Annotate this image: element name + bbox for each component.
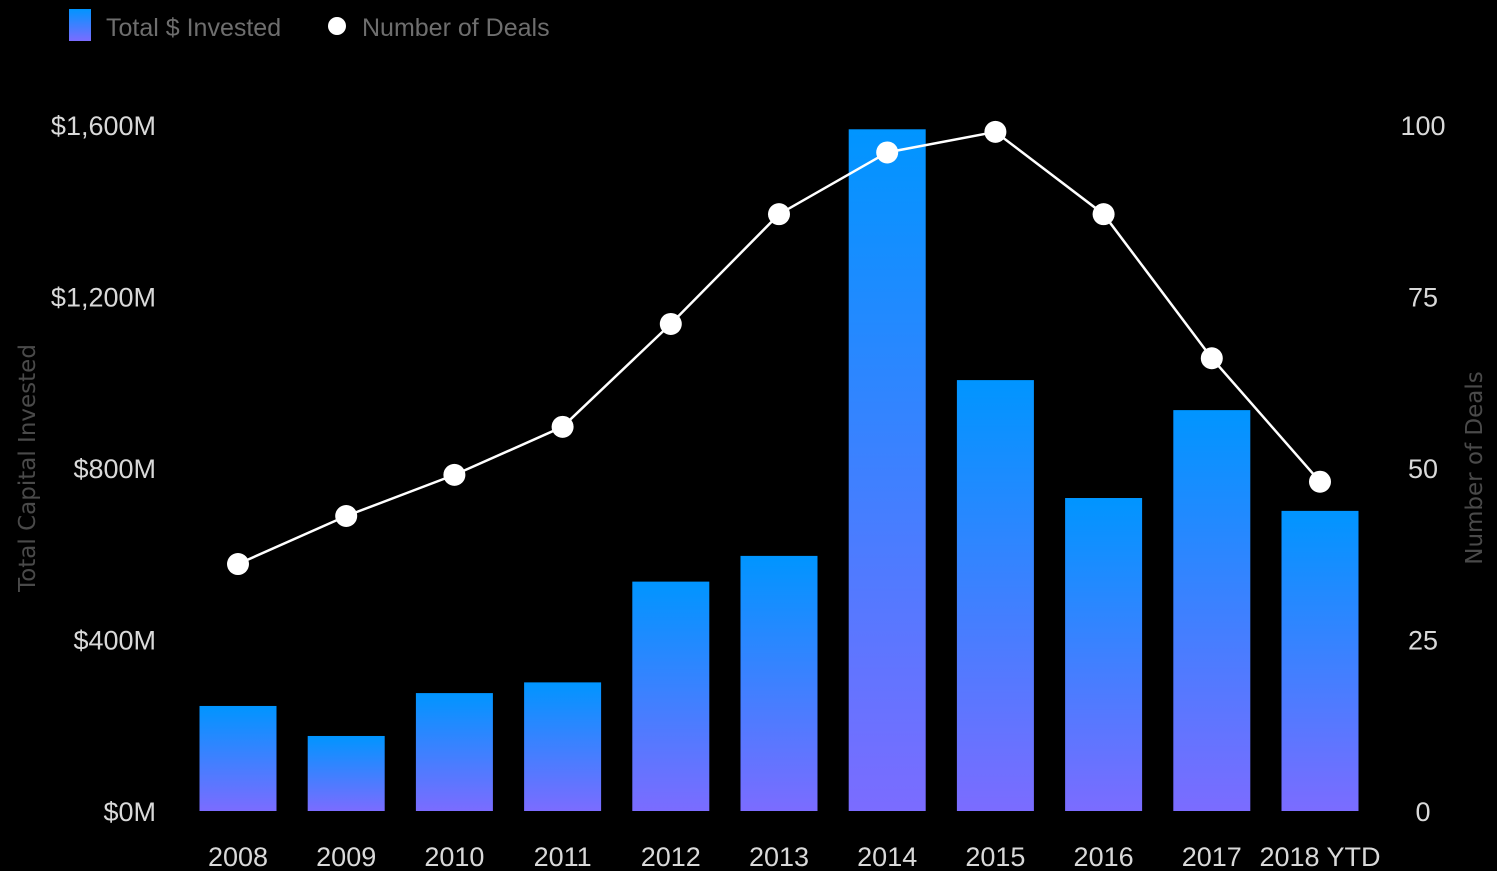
y2-axis-ticks: 0 25 50 75 100 — [1400, 111, 1445, 827]
x-tick-label: 2013 — [749, 842, 809, 871]
x-tick-label: 2015 — [965, 842, 1025, 871]
y2-tick-label: 25 — [1408, 626, 1438, 656]
bar-2016 — [1065, 498, 1143, 811]
deals-point-2018-ytd — [1309, 470, 1331, 493]
bar-2010 — [415, 693, 493, 811]
y2-tick-label: 0 — [1415, 797, 1430, 827]
x-tick-label: 2011 — [534, 842, 592, 871]
bar-2012 — [632, 581, 710, 811]
deals-point-2014 — [876, 141, 899, 164]
bar-2009 — [307, 735, 385, 811]
y2-tick-label: 100 — [1400, 111, 1445, 141]
x-tick-label: 2016 — [1074, 842, 1134, 871]
y-tick-label: $400M — [73, 626, 156, 656]
x-tick-label: 2008 — [208, 842, 268, 871]
line-series-number-of-deals — [227, 120, 1331, 576]
deals-point-2008 — [227, 553, 249, 576]
deals-point-2009 — [335, 505, 358, 528]
x-tick-label: 2009 — [316, 842, 376, 871]
bar-2013 — [740, 555, 818, 811]
deals-point-2017 — [1200, 347, 1223, 370]
x-tick-label: 2012 — [641, 842, 701, 871]
y-tick-label: $1,200M — [51, 283, 156, 313]
legend-marker-deals — [328, 17, 346, 35]
deals-point-2016 — [1092, 203, 1115, 226]
deals-point-2010 — [443, 463, 466, 486]
y2-axis-title: Number of Deals — [1462, 371, 1488, 565]
y-axis-title: Total Capital Invested — [15, 344, 41, 593]
bar-2014 — [848, 129, 926, 812]
legend: Total $ Invested Number of Deals — [69, 9, 550, 42]
deals-point-2012 — [659, 312, 682, 335]
bar-2017 — [1173, 410, 1251, 811]
deals-point-2011 — [551, 415, 574, 438]
y-tick-label: $800M — [73, 454, 156, 484]
y-axis-ticks: $0M $400M $800M $1,200M $1,600M — [51, 111, 156, 827]
x-tick-label: 2010 — [424, 842, 484, 871]
deals-point-2015 — [984, 120, 1007, 143]
legend-label-deals: Number of Deals — [362, 14, 550, 42]
deals-line — [237, 130, 1321, 566]
y-tick-label: $1,600M — [51, 111, 156, 141]
bar-2018-ytd — [1281, 510, 1359, 811]
legend-swatch-total-invested — [69, 9, 91, 41]
y2-tick-label: 75 — [1408, 283, 1438, 313]
legend-label-total-invested: Total $ Invested — [106, 14, 281, 42]
bar-2015 — [956, 380, 1034, 811]
x-axis-ticks: 2008 2009 2010 2011 2012 2013 2014 2015 2016 2017… — [208, 842, 1381, 871]
x-tick-label: 2014 — [857, 842, 917, 871]
y-tick-label: $0M — [103, 797, 156, 827]
bar-2011 — [524, 682, 602, 811]
bar-2008 — [199, 705, 277, 811]
x-tick-label: 2018 YTD — [1259, 842, 1380, 871]
bar-series-total-invested — [199, 129, 1359, 812]
y2-tick-label: 50 — [1408, 454, 1438, 484]
x-tick-label: 2017 — [1182, 842, 1242, 871]
deals-point-2013 — [768, 203, 790, 226]
